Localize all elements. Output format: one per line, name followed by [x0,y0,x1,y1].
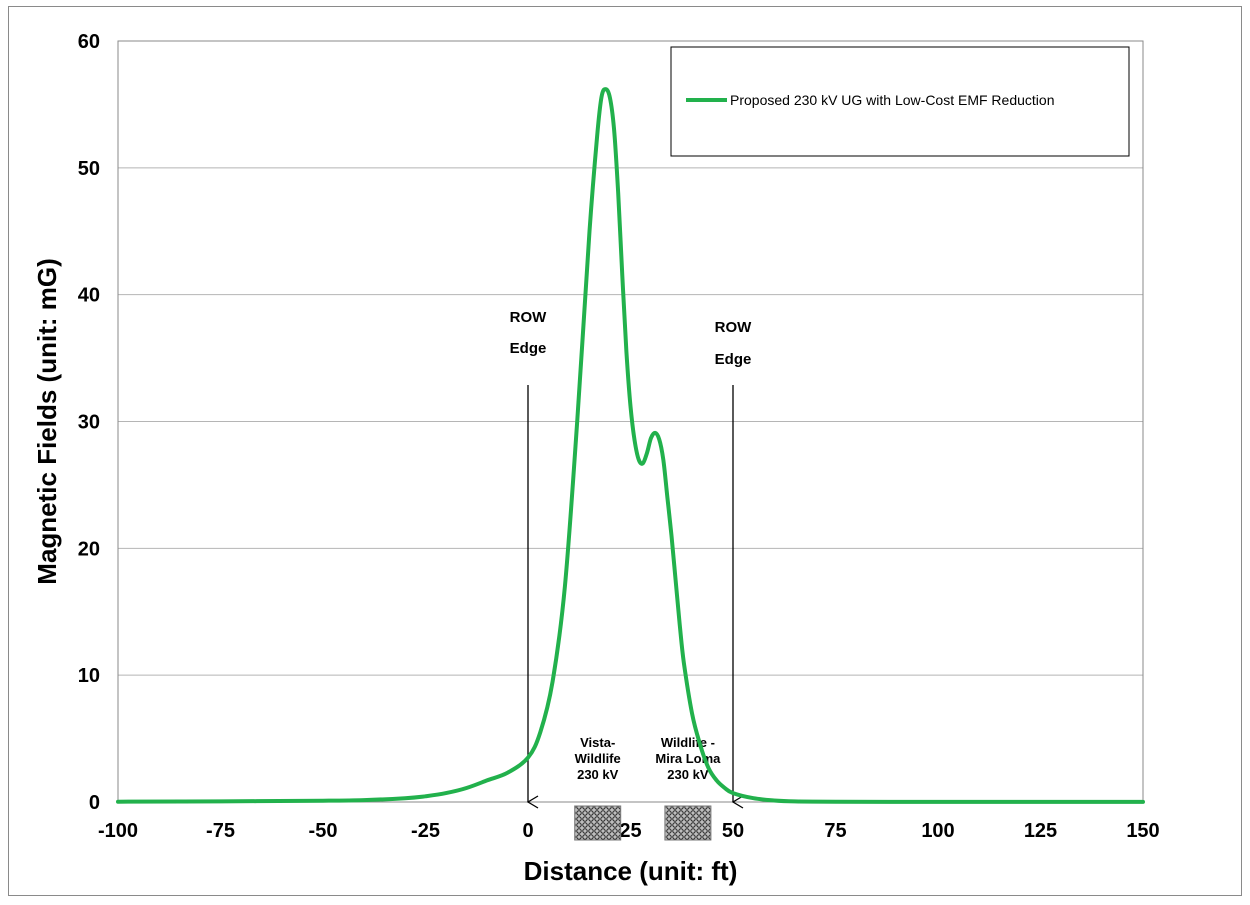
legend-box [670,46,1130,157]
x-axis-title: Distance (unit: ft) [524,856,738,886]
y-axis-title: Magnetic Fields (unit: mG) [32,258,62,584]
x-tick-label: -75 [206,820,235,842]
series-layer [116,87,1145,804]
series-line [116,87,1145,804]
plot-area [117,40,1144,803]
x-tick-label: 0 [522,820,533,842]
x-tick-label: 100 [921,820,954,842]
x-tick-label: 25 [619,820,641,842]
chart-frame [8,6,1242,896]
legend: Proposed 230 kV UG with Low-Cost EMF Red… [670,46,1130,157]
row-edge-label: Edge [510,340,547,357]
x-tick-label: 125 [1024,820,1057,842]
cable-duct-bank [664,805,712,841]
x-tick-label: 150 [1126,820,1159,842]
row-edge-label: ROW [510,309,548,326]
cable-duct-bank [574,805,622,841]
legend-label: Proposed 230 kV UG with Low-Cost EMF Red… [730,92,1054,108]
cable-label: Wildlife [575,751,621,766]
x-tick-label: -25 [411,820,440,842]
y-tick-label: 60 [78,31,100,53]
x-tick-label: 75 [824,820,846,842]
y-tick-label: 0 [89,792,100,814]
cable-label: Vista- [580,735,615,750]
y-axis-ticks: 0 10 20 30 40 50 60 [78,31,100,814]
y-tick-label: 50 [78,158,100,180]
x-tick-label: -50 [309,820,338,842]
cable-label: Wildlife - [661,735,715,750]
x-axis-ticks: -100 -75 -50 -25 0 25 50 75 100 125 150 [98,820,1160,842]
y-tick-label: 10 [78,665,100,687]
y-tick-label: 40 [78,285,100,307]
cable-label: Mira Loma [655,751,721,766]
y-tick-label: 20 [78,538,100,560]
row-edge-label: ROW [715,319,753,336]
cable-label: 230 kV [577,767,619,782]
cable-label: 230 kV [667,767,709,782]
y-tick-label: 30 [78,412,100,434]
x-tick-label: -100 [98,820,138,842]
row-edge-label: Edge [715,351,752,368]
x-tick-label: 50 [722,820,744,842]
